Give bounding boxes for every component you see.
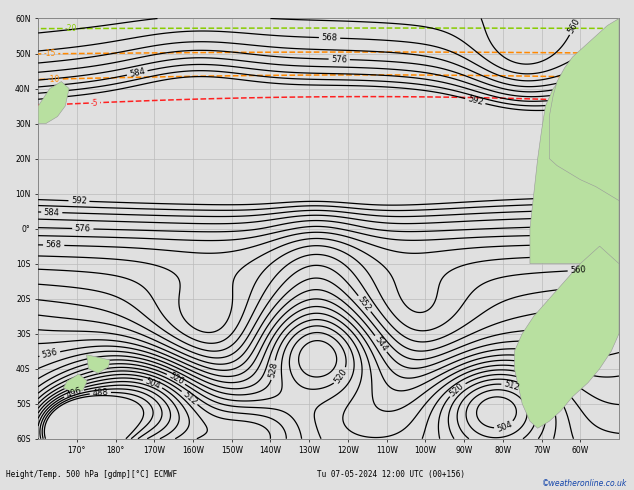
Text: 520: 520: [167, 371, 185, 387]
Text: 504: 504: [495, 419, 514, 434]
Text: 584: 584: [44, 208, 60, 217]
Text: 576: 576: [331, 54, 347, 64]
Polygon shape: [514, 246, 619, 428]
Polygon shape: [38, 81, 69, 123]
Text: -5: -5: [91, 98, 98, 107]
Text: 504: 504: [144, 376, 162, 391]
Text: Height/Temp. 500 hPa [gdmp][°C] ECMWF: Height/Temp. 500 hPa [gdmp][°C] ECMWF: [6, 470, 178, 479]
Text: 584: 584: [129, 67, 146, 79]
Polygon shape: [63, 374, 87, 392]
Text: 560: 560: [567, 17, 582, 35]
Text: 496: 496: [65, 386, 83, 400]
Text: -15: -15: [44, 49, 56, 58]
Text: 536: 536: [41, 348, 58, 360]
Text: 592: 592: [71, 196, 87, 206]
Text: -20: -20: [65, 24, 77, 33]
Text: 520: 520: [333, 367, 349, 385]
Text: 552: 552: [356, 294, 373, 313]
Text: 576: 576: [75, 224, 91, 233]
Text: ©weatheronline.co.uk: ©weatheronline.co.uk: [543, 479, 628, 488]
Text: 592: 592: [467, 95, 484, 107]
Text: 560: 560: [570, 266, 586, 275]
Text: 544: 544: [373, 335, 389, 353]
Text: 568: 568: [321, 33, 338, 43]
Polygon shape: [530, 19, 619, 264]
Text: 512: 512: [181, 389, 198, 407]
Text: 568: 568: [46, 241, 61, 250]
Text: 488: 488: [92, 388, 108, 398]
Polygon shape: [549, 19, 619, 200]
Text: 520: 520: [448, 381, 466, 398]
Polygon shape: [87, 355, 110, 373]
Text: 512: 512: [503, 379, 521, 392]
Text: 528: 528: [268, 362, 279, 379]
Text: Tu 07-05-2024 12:00 UTC (00+156): Tu 07-05-2024 12:00 UTC (00+156): [317, 470, 465, 479]
Text: -10: -10: [48, 74, 60, 84]
